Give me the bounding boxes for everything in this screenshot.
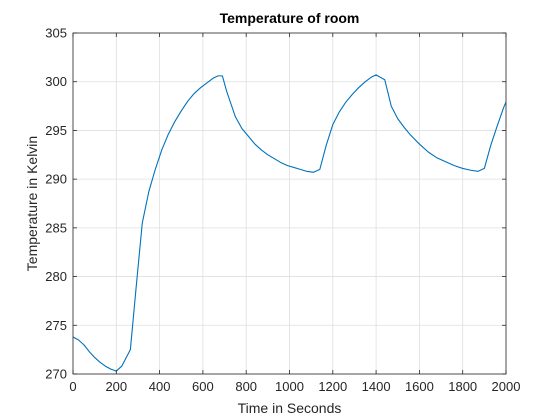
x-axis-ticks: 0 200 400 600 800 1000 1200 1400 1600 1800 2000 bbox=[69, 33, 520, 394]
y-tick-label: 295 bbox=[45, 123, 67, 138]
x-tick-label: 1800 bbox=[448, 379, 477, 394]
x-tick-label: 600 bbox=[192, 379, 214, 394]
x-tick-label: 1000 bbox=[275, 379, 304, 394]
series-layer bbox=[72, 74, 507, 372]
y-axis-ticks: 270 275 280 285 290 295 300 305 bbox=[45, 26, 506, 382]
x-tick-label: 200 bbox=[105, 379, 127, 394]
x-tick-label: 1200 bbox=[318, 379, 347, 394]
y-tick-label: 280 bbox=[45, 269, 67, 284]
y-tick-label: 290 bbox=[45, 172, 67, 187]
y-tick-label: 300 bbox=[45, 74, 67, 89]
temperature-series-line bbox=[72, 74, 507, 372]
x-tick-label: 1600 bbox=[405, 379, 434, 394]
x-axis-title: Time in Seconds bbox=[238, 400, 342, 416]
y-tick-label: 285 bbox=[45, 220, 67, 235]
y-axis-title: Temperature in Kelvin bbox=[24, 136, 40, 271]
x-tick-label: 400 bbox=[149, 379, 171, 394]
y-tick-label: 275 bbox=[45, 318, 67, 333]
x-tick-label: 2000 bbox=[492, 379, 521, 394]
y-tick-label: 305 bbox=[45, 26, 67, 41]
x-tick-label: 800 bbox=[235, 379, 257, 394]
y-tick-label: 270 bbox=[45, 367, 67, 382]
x-tick-label: 0 bbox=[69, 379, 76, 394]
x-tick-label: 1400 bbox=[362, 379, 391, 394]
chart-title: Temperature of room bbox=[220, 10, 360, 26]
